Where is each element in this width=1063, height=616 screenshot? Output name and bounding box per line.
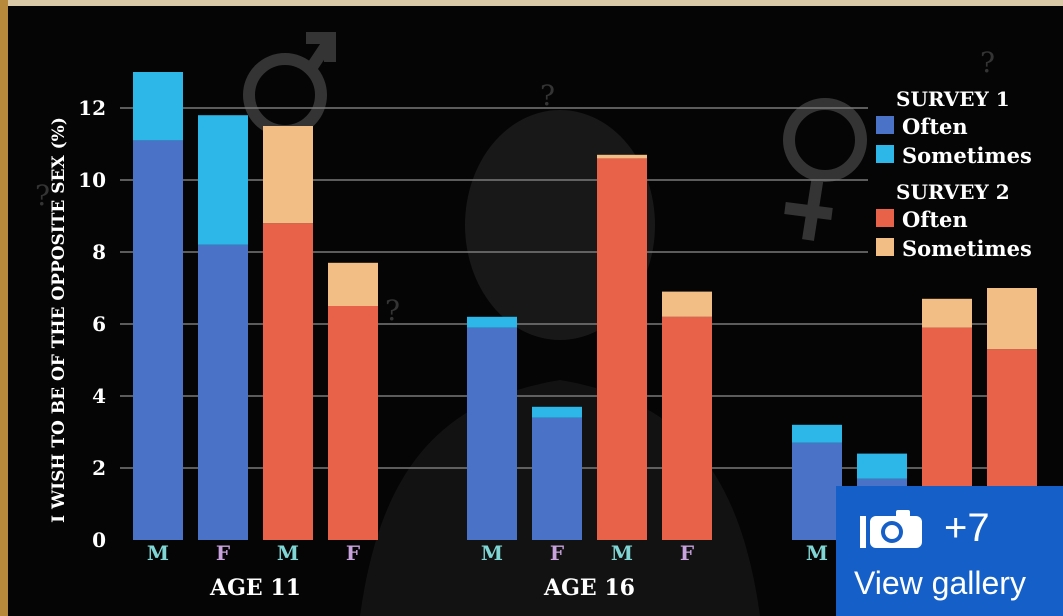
group-label: AGE 11 [209, 575, 301, 601]
view-gallery-button[interactable]: +7 View gallery [836, 486, 1063, 616]
bar-sometimes [198, 115, 248, 245]
bar-sex-label: M [806, 541, 828, 565]
legend-swatch [876, 238, 894, 256]
question-mark-decoration: ? ? ? ? [35, 46, 995, 327]
x-axis-labels: M F M F AGE 11 M F M F AGE 16 M [147, 541, 828, 601]
bar-sex-label: M [147, 541, 169, 565]
bar-often [532, 417, 582, 540]
y-tick-label: 6 [92, 312, 106, 336]
y-tick-label: 2 [92, 456, 106, 480]
bar-sometimes [328, 262, 378, 306]
gallery-label: View gallery [854, 565, 1026, 601]
bar-sometimes [597, 154, 647, 159]
bar-sometimes [662, 291, 712, 317]
bar-sometimes [133, 72, 183, 141]
svg-text:?: ? [980, 46, 995, 79]
svg-text:?: ? [35, 179, 50, 212]
bar-often [133, 140, 183, 540]
y-tick-label: 4 [92, 384, 106, 408]
bar-sex-label: F [680, 541, 694, 565]
bar-often [467, 327, 517, 540]
bar-often [597, 158, 647, 540]
legend: SURVEY 1 Often Sometimes SURVEY 2 Often Somet… [868, 80, 1046, 268]
legend-title: SURVEY 2 [896, 180, 1010, 204]
svg-text:?: ? [385, 294, 400, 327]
legend-swatch [876, 116, 894, 134]
bar-sometimes [467, 316, 517, 328]
bar-often [328, 306, 378, 540]
y-axis: 0 2 4 6 8 10 12 [78, 96, 106, 552]
bar-often [662, 316, 712, 540]
svg-text:?: ? [540, 79, 555, 112]
bar-sex-label: M [611, 541, 633, 565]
bar-sometimes [857, 453, 907, 479]
y-tick-label: 0 [92, 528, 106, 552]
legend-background [868, 80, 1046, 268]
bar-sometimes [532, 406, 582, 418]
y-tick-label: 8 [92, 240, 106, 264]
bar-sometimes [263, 126, 313, 224]
camera-icon [860, 510, 922, 548]
bar-often [198, 244, 248, 541]
legend-entry: Sometimes [902, 143, 1032, 168]
group-label: AGE 16 [543, 575, 635, 601]
legend-entry: Often [902, 114, 968, 139]
y-tick-label: 10 [78, 168, 106, 192]
bar-sex-label: M [481, 541, 503, 565]
gallery-count: +7 [944, 506, 990, 550]
y-tick-label: 12 [78, 96, 106, 120]
legend-entry: Sometimes [902, 236, 1032, 261]
male-symbol-icon [243, 32, 336, 137]
y-axis-label: I WISH TO BE OF THE OPPOSITE SEX (%) [49, 117, 69, 523]
female-symbol-icon [783, 98, 867, 241]
legend-swatch [876, 145, 894, 163]
bar-sex-label: F [550, 541, 564, 565]
bar-sometimes [987, 288, 1037, 350]
bar-often [792, 442, 842, 540]
legend-title: SURVEY 1 [896, 87, 1010, 111]
bar-sex-label: F [216, 541, 230, 565]
legend-entry: Often [902, 207, 968, 232]
bar-sometimes [922, 298, 972, 328]
bar-sex-label: M [277, 541, 299, 565]
legend-swatch [876, 209, 894, 227]
bar-often [263, 223, 313, 540]
bar-sometimes [792, 424, 842, 443]
bar-sex-label: F [346, 541, 360, 565]
